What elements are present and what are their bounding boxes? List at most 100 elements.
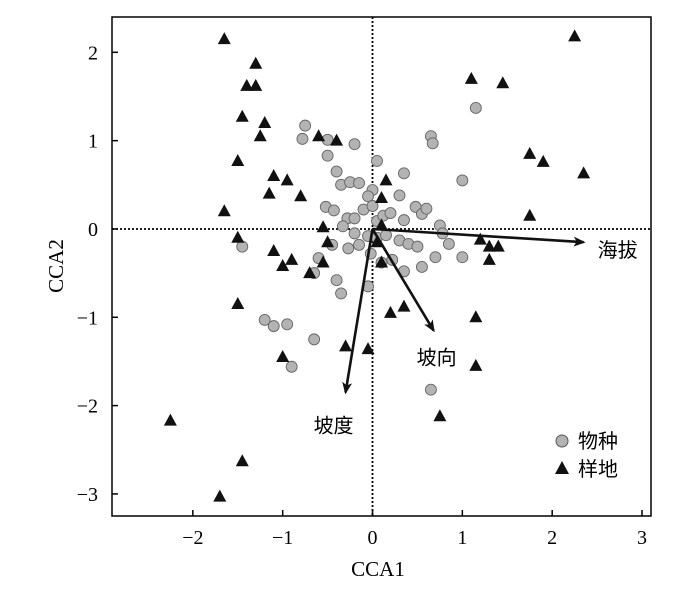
plot-point — [316, 255, 330, 268]
plot-point — [523, 146, 537, 159]
plot-point — [568, 29, 582, 42]
species-point — [321, 149, 334, 162]
plot-point — [375, 191, 388, 204]
vector-arrow — [342, 228, 374, 395]
legend-species-label: 物种 — [578, 429, 618, 453]
y-tick-label: −2 — [77, 396, 98, 418]
plot-point — [316, 220, 330, 233]
plot-point — [276, 350, 290, 363]
legend-plot-marker — [555, 461, 569, 474]
species-point — [296, 132, 309, 145]
legend: 物种 样地 — [555, 429, 618, 481]
y-tick-label: −3 — [77, 484, 98, 506]
species-point — [469, 102, 482, 114]
species-point — [267, 320, 280, 333]
vector-arrow — [371, 228, 435, 333]
species-point — [398, 214, 410, 227]
plot-point — [231, 153, 245, 166]
plot-point — [482, 252, 496, 265]
species-point — [285, 360, 298, 373]
plot-point — [469, 310, 483, 323]
plot-point — [433, 409, 447, 422]
species-point — [456, 251, 469, 264]
species-point — [336, 220, 349, 233]
vector-label: 海拔 — [598, 238, 638, 262]
vector-label: 坡向 — [417, 346, 457, 370]
plot-point — [235, 454, 249, 467]
plot-point — [361, 342, 375, 355]
x-tick-label: 1 — [457, 527, 467, 549]
x-tick-label: 3 — [637, 527, 647, 549]
plot-point — [473, 232, 487, 245]
plot-point — [280, 173, 294, 186]
species-point — [281, 318, 294, 331]
plot-point — [249, 56, 263, 69]
species-point — [366, 200, 379, 212]
plot-point — [383, 305, 397, 318]
species-point — [258, 313, 271, 326]
plot-point — [330, 133, 344, 146]
legend-plot-label: 样地 — [578, 457, 618, 481]
plot-point — [577, 166, 591, 179]
species-point — [330, 274, 343, 287]
plot-point — [231, 230, 245, 243]
data-points — [163, 29, 591, 502]
species-point — [353, 177, 365, 189]
plot-point — [491, 239, 505, 252]
species-point — [429, 251, 442, 264]
plot-point — [375, 218, 388, 231]
plot-point — [379, 173, 393, 186]
axis-ticks: −2 −1 0 1 2 3 −3 −2 −1 0 1 2 — [77, 42, 647, 549]
species-point — [362, 190, 374, 203]
species-point — [456, 174, 469, 187]
species-point — [353, 238, 365, 251]
plot-point — [469, 358, 483, 371]
x-tick-label: −1 — [272, 527, 293, 549]
plot-point — [321, 235, 335, 248]
plot-point — [397, 299, 411, 312]
y-tick-label: 1 — [88, 131, 98, 153]
plot-point — [249, 78, 263, 91]
plot-point — [496, 76, 510, 89]
plot-point — [464, 71, 478, 84]
species-point — [424, 383, 437, 396]
species-point — [398, 167, 410, 180]
plot-point — [235, 109, 249, 122]
plot-point — [217, 32, 231, 45]
vector-arrow — [372, 227, 586, 247]
plot-point — [312, 129, 326, 142]
plot-point — [267, 168, 281, 181]
vector-label: 坡度 — [314, 413, 354, 437]
plot-point — [231, 297, 245, 310]
species-point — [299, 119, 312, 132]
legend-species-marker — [555, 434, 569, 448]
plot-point — [217, 204, 231, 217]
plot-point — [285, 252, 299, 265]
species-point — [420, 202, 433, 215]
species-point — [442, 238, 455, 250]
x-tick-label: 0 — [368, 527, 378, 549]
species-point — [308, 333, 321, 346]
species-point — [393, 189, 406, 202]
plot-point — [240, 78, 254, 91]
species-point — [348, 138, 361, 151]
plot-point — [303, 266, 317, 279]
x-tick-label: −2 — [182, 527, 203, 549]
plot-point — [276, 259, 290, 272]
species-point — [348, 212, 361, 225]
plot-point — [339, 339, 353, 352]
y-axis-title: CCA2 — [44, 239, 68, 293]
species-point — [426, 137, 439, 150]
plot-frame — [111, 16, 652, 517]
species-point — [348, 227, 361, 240]
plot-point — [267, 244, 281, 257]
y-tick-label: 0 — [88, 219, 98, 241]
y-tick-label: −1 — [77, 307, 98, 329]
species-point — [327, 204, 340, 217]
x-tick-label: 2 — [547, 527, 557, 549]
plot-point — [213, 489, 227, 502]
plot-point — [262, 186, 276, 199]
species-point — [371, 155, 383, 167]
